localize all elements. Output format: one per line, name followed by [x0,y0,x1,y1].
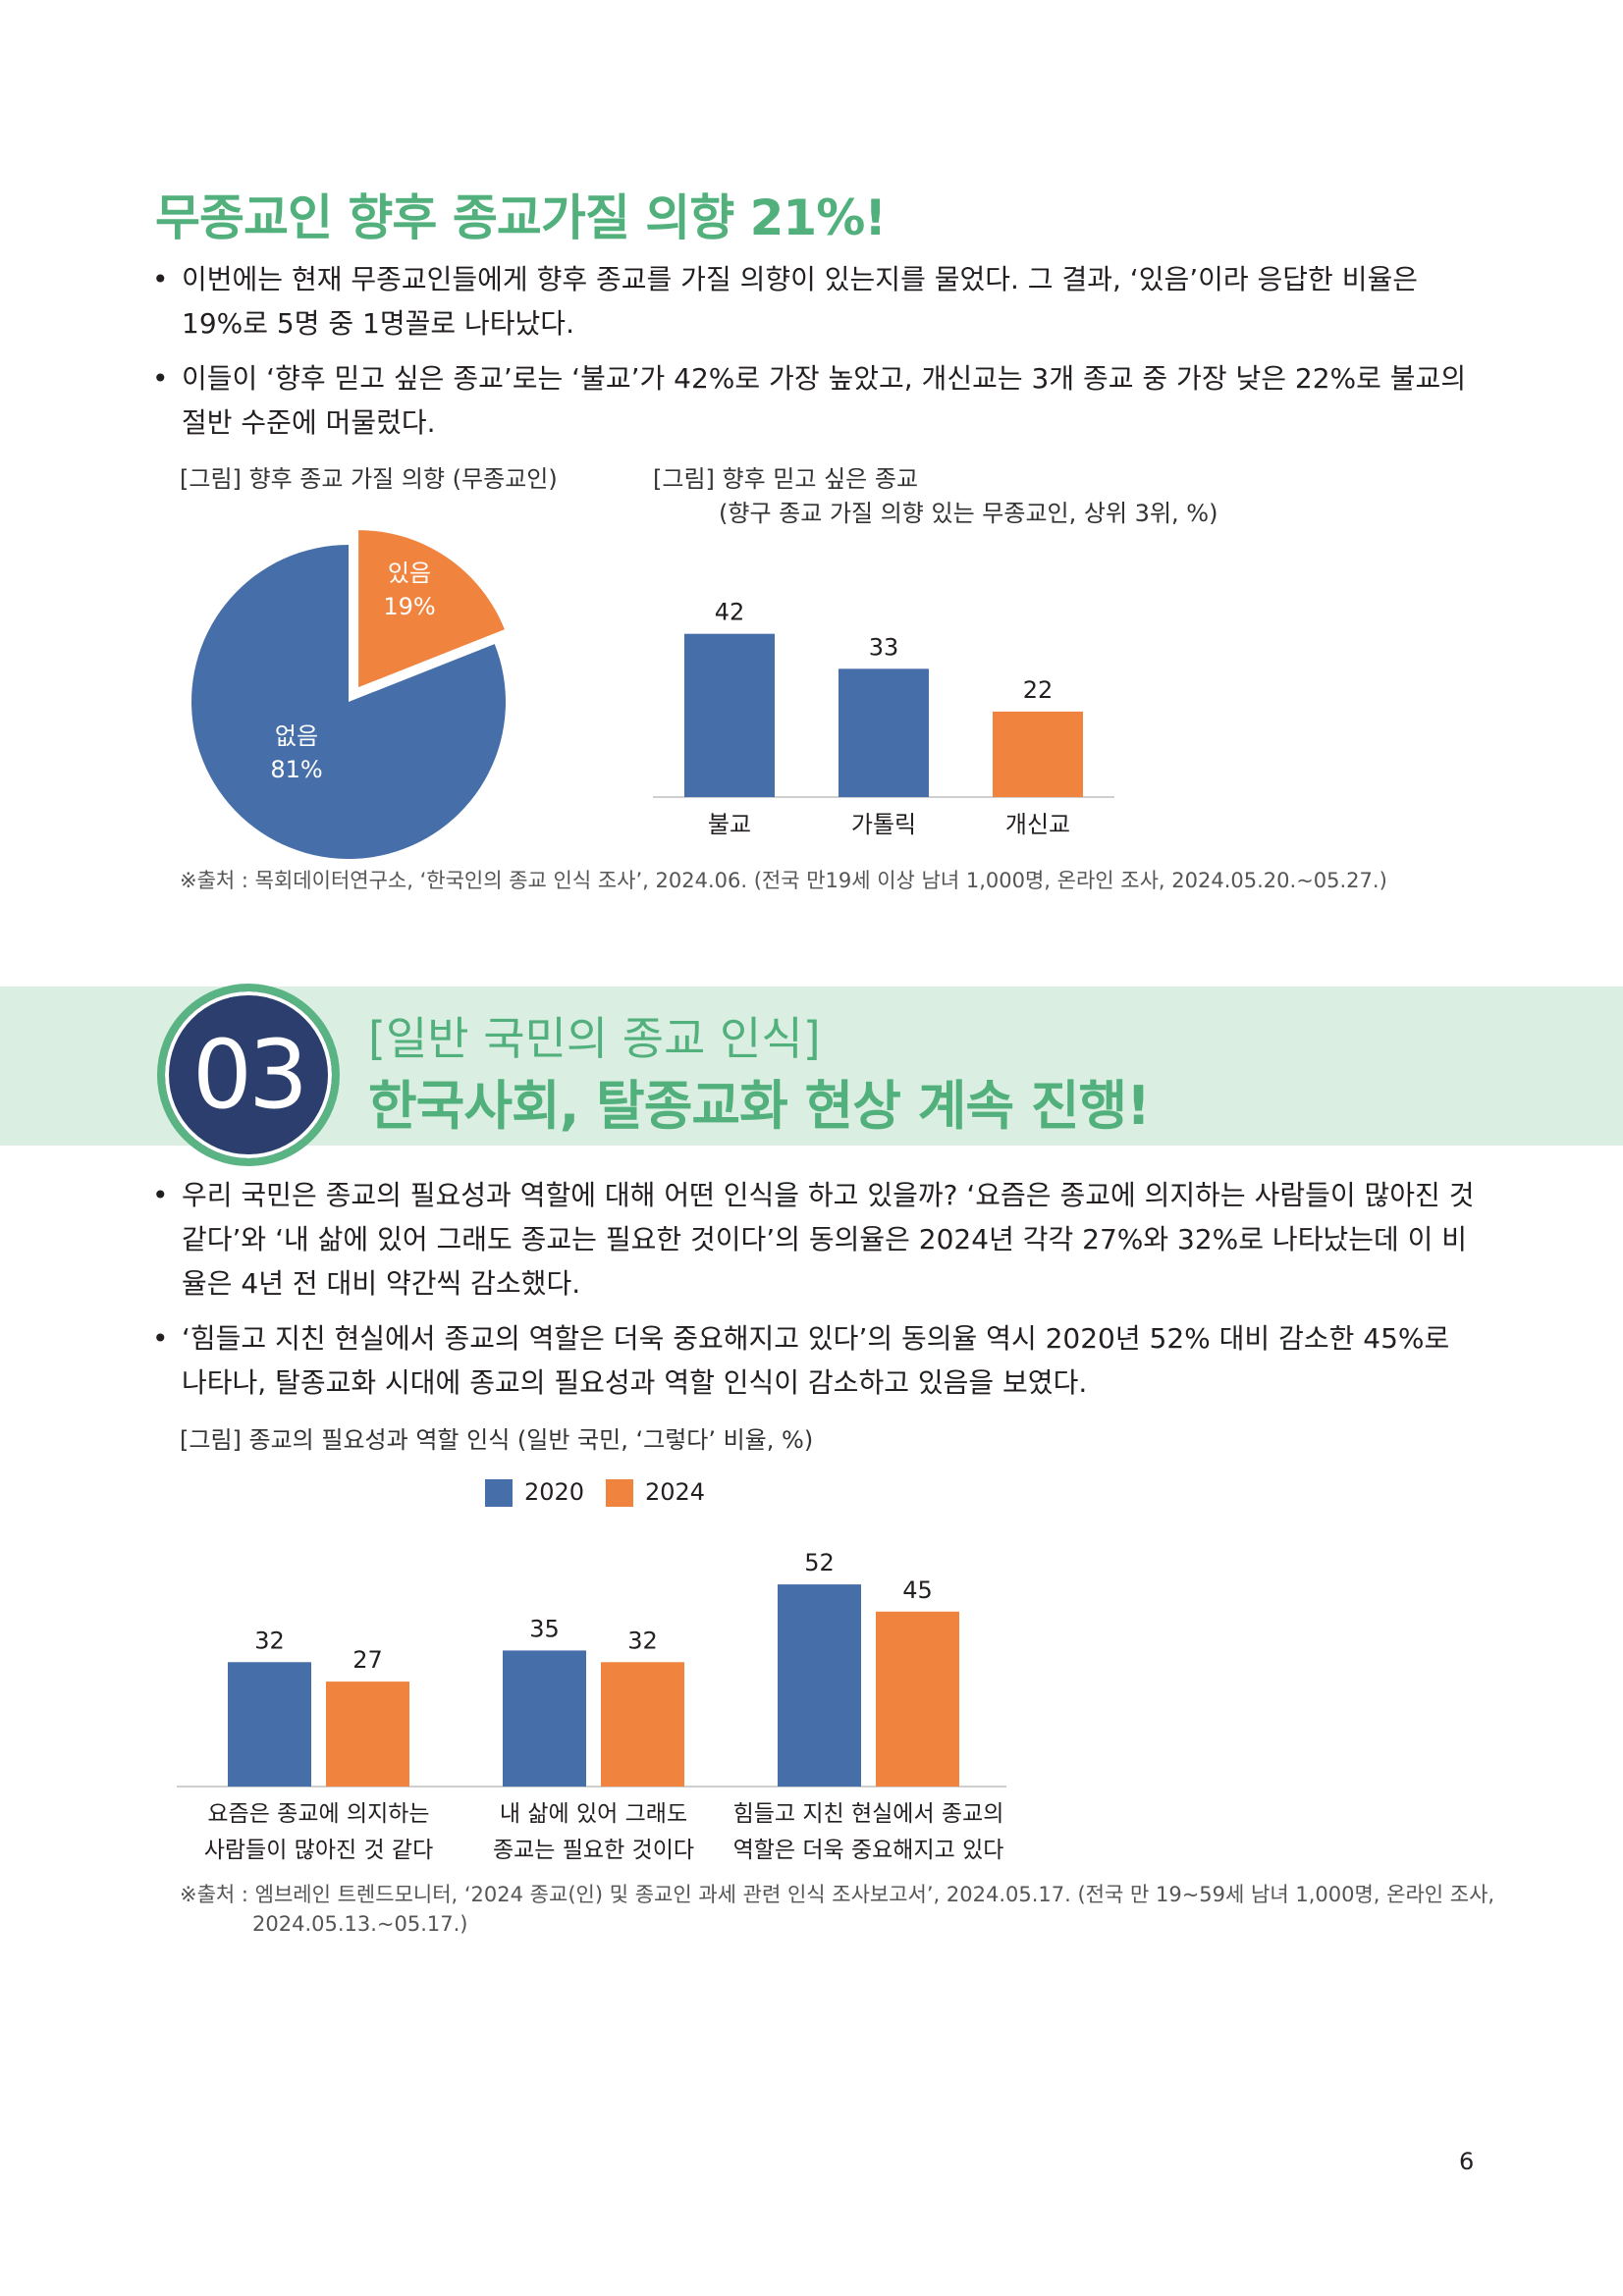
category-label: 힘들고 지친 현실에서 종교의 [733,1801,1004,1827]
bar-1 [684,633,775,797]
bar-value-label: 52 [804,1549,835,1576]
pie-slice-none [191,545,506,859]
pie-label-none-value: 81% [270,756,323,783]
bar-value-label: 35 [529,1615,560,1642]
figure-title-bar: [그림] 향후 믿고 싶은 종교 [653,465,919,493]
bar-3 [993,711,1083,797]
category-label: 요즘은 종교에 의지하는 [207,1801,429,1827]
page-number: 6 [1459,2148,1475,2175]
figure-title-grouped: [그림] 종교의 필요성과 역할 인식 (일반 국민, ‘그렇다’ 비율, %) [180,1426,814,1454]
section-number: 03 [191,1020,308,1130]
source-note: ※출처 : 엠브레인 트렌드모니터, ‘2024 종교(인) 및 종교인 과세 … [180,1880,1494,1939]
pie-slice-yes [358,530,505,688]
bullet-item: 우리 국민은 종교의 필요성과 역할에 대해 어떤 인식을 하고 있을까? ‘요… [152,1173,1478,1306]
legend-swatch-2024 [606,1479,633,1507]
legend-swatch-2020 [485,1479,513,1507]
pie-label-none-name: 없음 [274,722,319,750]
bar-2024-2 [601,1662,684,1787]
bar-value-label: 42 [715,599,745,626]
bar-value-label: 32 [627,1627,658,1654]
bullet-item: ‘힘들고 지친 현실에서 종교의 역할은 더욱 중요해지고 있다’의 동의율 역… [152,1316,1478,1405]
category-label: 불교 [708,811,751,838]
bar-2020-2 [503,1650,586,1787]
legend-2020: 2020 [485,1478,584,1507]
section1-bullets: 이번에는 현재 무종교인들에게 향후 종교를 가질 의향이 있는지를 물었다. … [152,257,1478,455]
legend-label-2024: 2024 [645,1478,706,1506]
bar-value-label: 27 [352,1646,383,1674]
source-note: ※출처 : 목회데이터연구소, ‘한국인의 종교 인식 조사’, 2024.06… [180,869,1387,892]
pie-chart [191,530,506,859]
source-line: 2024.05.13.~05.17.) [252,1912,468,1936]
bullet-item: 이번에는 현재 무종교인들에게 향후 종교를 가질 의향이 있는지를 물었다. … [152,257,1478,346]
pie-label-yes: 있음 19% [370,557,449,623]
bar-2024-1 [326,1682,409,1787]
bar-2020-1 [228,1662,311,1787]
category-label: 역할은 더욱 중요해지고 있다 [733,1838,1004,1863]
bar-value-label: 33 [869,633,899,661]
section-subtitle: [일반 국민의 종교 인식] [368,1012,821,1065]
section2-bullets: 우리 국민은 종교의 필요성과 역할에 대해 어떤 인식을 하고 있을까? ‘요… [152,1173,1478,1415]
bar-chart-religion: 42 불교 33 가톨릭 22 개신교 [653,599,1114,838]
category-label: 개신교 [1005,811,1070,838]
category-label: 가톨릭 [851,811,916,838]
bar-2024-3 [876,1611,959,1787]
legend-2024: 2024 [606,1478,705,1507]
category-label: 사람들이 많아진 것 같다 [204,1838,434,1863]
pie-label-none: 없음 81% [257,720,336,786]
section-heading: 한국사회, 탈종교화 현상 계속 진행! [368,1075,1151,1137]
legend-label-2020: 2020 [524,1478,585,1506]
bar-value-label: 45 [902,1576,933,1604]
bar-2020-3 [778,1584,861,1787]
category-label: 종교는 필요한 것이다 [493,1838,694,1863]
pie-label-yes-value: 19% [383,593,436,620]
bar-value-label: 32 [254,1627,285,1654]
bar-2 [839,668,929,797]
pie-label-yes-name: 있음 [387,560,432,587]
section-title: 무종교인 향후 종교가질 의향 21%! [155,189,887,246]
bullet-item: 이들이 ‘향후 믿고 싶은 종교’로는 ‘불교’가 42%로 가장 높았고, 개… [152,356,1478,445]
section-number-badge [157,984,340,1166]
category-label: 내 삶에 있어 그래도 [500,1801,687,1827]
figure-title-pie: [그림] 향후 종교 가질 의향 (무종교인) [180,465,558,493]
bar-value-label: 22 [1023,676,1054,704]
figure-subtitle-bar: (향구 종교 가질 의향 있는 무종교인, 상위 3위, %) [719,500,1218,527]
source-line: ※출처 : 엠브레인 트렌드모니터, ‘2024 종교(인) 및 종교인 과세 … [180,1883,1495,1906]
